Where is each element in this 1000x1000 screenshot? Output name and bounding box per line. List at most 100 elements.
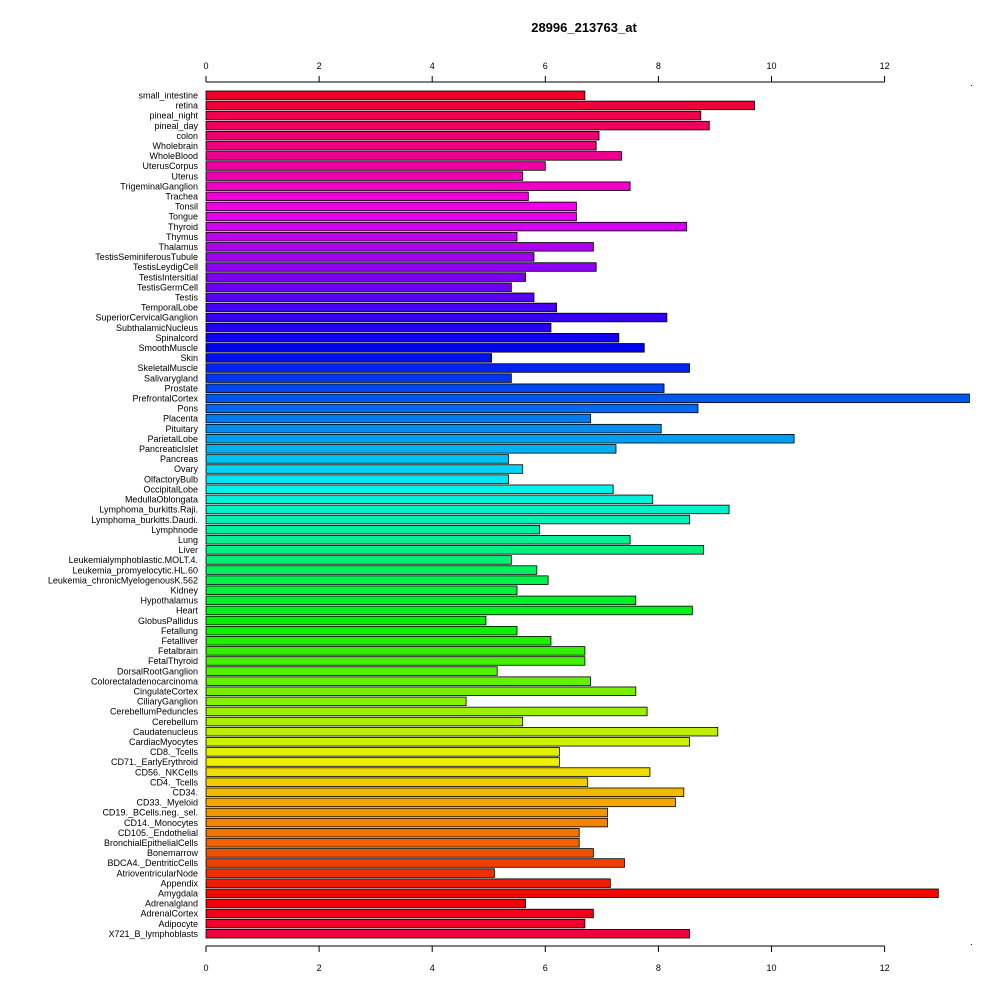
bar [205,797,676,808]
bar [205,191,529,202]
category-label: Cerebellum [152,717,198,727]
bar [205,898,526,909]
bar [205,787,685,797]
category-label: BronchialEpithelialCells [104,838,199,848]
bar [205,726,719,737]
tick-label: 10 [766,61,776,71]
category-label: TestisGermCell [137,282,198,292]
category-label: pineal_night [149,111,198,121]
bottom-axis: 0 2 4 6 8 10 12 [203,944,972,973]
bar [205,181,631,191]
category-label: Skin [180,353,198,363]
category-label: CerebellumPeduncles [110,707,199,717]
bar [205,666,498,676]
bar [205,171,524,181]
bar [205,211,577,222]
bar [205,686,637,696]
top-axis: 0 2 4 6 8 10 12 [203,61,972,86]
bar [205,878,611,888]
category-label: Pituitary [165,424,198,434]
category-label: CiliaryGanglion [137,697,198,707]
bar [205,716,524,727]
bar [205,757,560,767]
bar [205,242,594,252]
tick-label: 4 [430,61,435,71]
bar [205,868,495,878]
category-label: CD4._Tcells [150,777,199,787]
bar [205,777,589,787]
bar [205,656,586,666]
bar [205,292,535,303]
tick-label: 8 [656,61,661,71]
category-label: CD34. [172,787,198,797]
category-label: DorsalRootGanglion [117,666,198,676]
category-label: Thymus [166,232,199,242]
category-label: Lymphnode [151,525,198,535]
category-label: Placenta [163,414,198,424]
category-label: Pons [177,404,198,414]
tick-label: 4 [430,963,435,973]
category-label: SubthalamicNucleus [116,323,199,333]
tick-label: 10 [766,963,776,973]
category-label: Hypothalamus [140,596,198,606]
bar [205,302,558,313]
category-label: CD105._Endothelial [118,828,198,838]
category-label: AdrenalCortex [140,909,198,919]
bar [205,282,512,292]
category-label: TestisIntersitial [139,272,198,282]
bar [205,464,524,474]
category-label: Lymphoma_burkitts.Daudi. [91,515,198,525]
bar [205,343,645,353]
category-label: Leukemialymphoblastic.MOLT.4. [69,555,198,565]
category-label: Tonsil [175,202,198,212]
bar [205,141,597,151]
tick-label: 2 [317,61,322,71]
bar [205,565,538,575]
category-label: CD8._Tcells [150,747,199,757]
bar [205,252,535,262]
bar [205,201,577,212]
bar [205,575,549,585]
bar [205,333,620,343]
bar [205,636,552,646]
category-label: Appendix [160,878,198,888]
category-label: Trachea [165,192,198,202]
category-label: Thyroid [168,222,198,232]
bar [205,595,637,606]
category-label: Fetallung [161,626,198,636]
bar [205,807,608,818]
bar [205,100,755,111]
category-label: GlobusPallidus [138,616,199,626]
bar [205,605,693,616]
category-label: OccipitalLobe [143,484,198,494]
category-label: Caudatenucleus [133,727,199,737]
category-label: SuperiorCervicalGanglion [95,313,198,323]
category-label: TestisSeminiferousTubule [95,252,198,262]
category-label: CD14._Monocytes [124,818,199,828]
bar [205,232,518,242]
bar [205,130,600,141]
bar [205,908,594,919]
category-label: SkeletalMuscle [137,363,198,373]
tick-label: 0 [203,963,208,973]
category-label: Lung [178,535,198,545]
bar [205,767,651,777]
bar [205,120,710,131]
bar [205,484,614,494]
bar [205,444,617,454]
category-label: colon [176,131,198,141]
category-label: Salivarygland [144,373,198,383]
category-label: CD56._NKCells [135,767,199,777]
bar [205,737,690,747]
bar [205,151,623,161]
category-label: Heart [176,606,199,616]
bar [205,353,492,363]
category-label: Liver [178,545,198,555]
bar [205,474,509,484]
bar [205,524,541,535]
bar [205,918,586,929]
bar [205,535,631,545]
bar [205,827,580,838]
bar [205,383,665,393]
category-label: Ovary [174,464,199,474]
